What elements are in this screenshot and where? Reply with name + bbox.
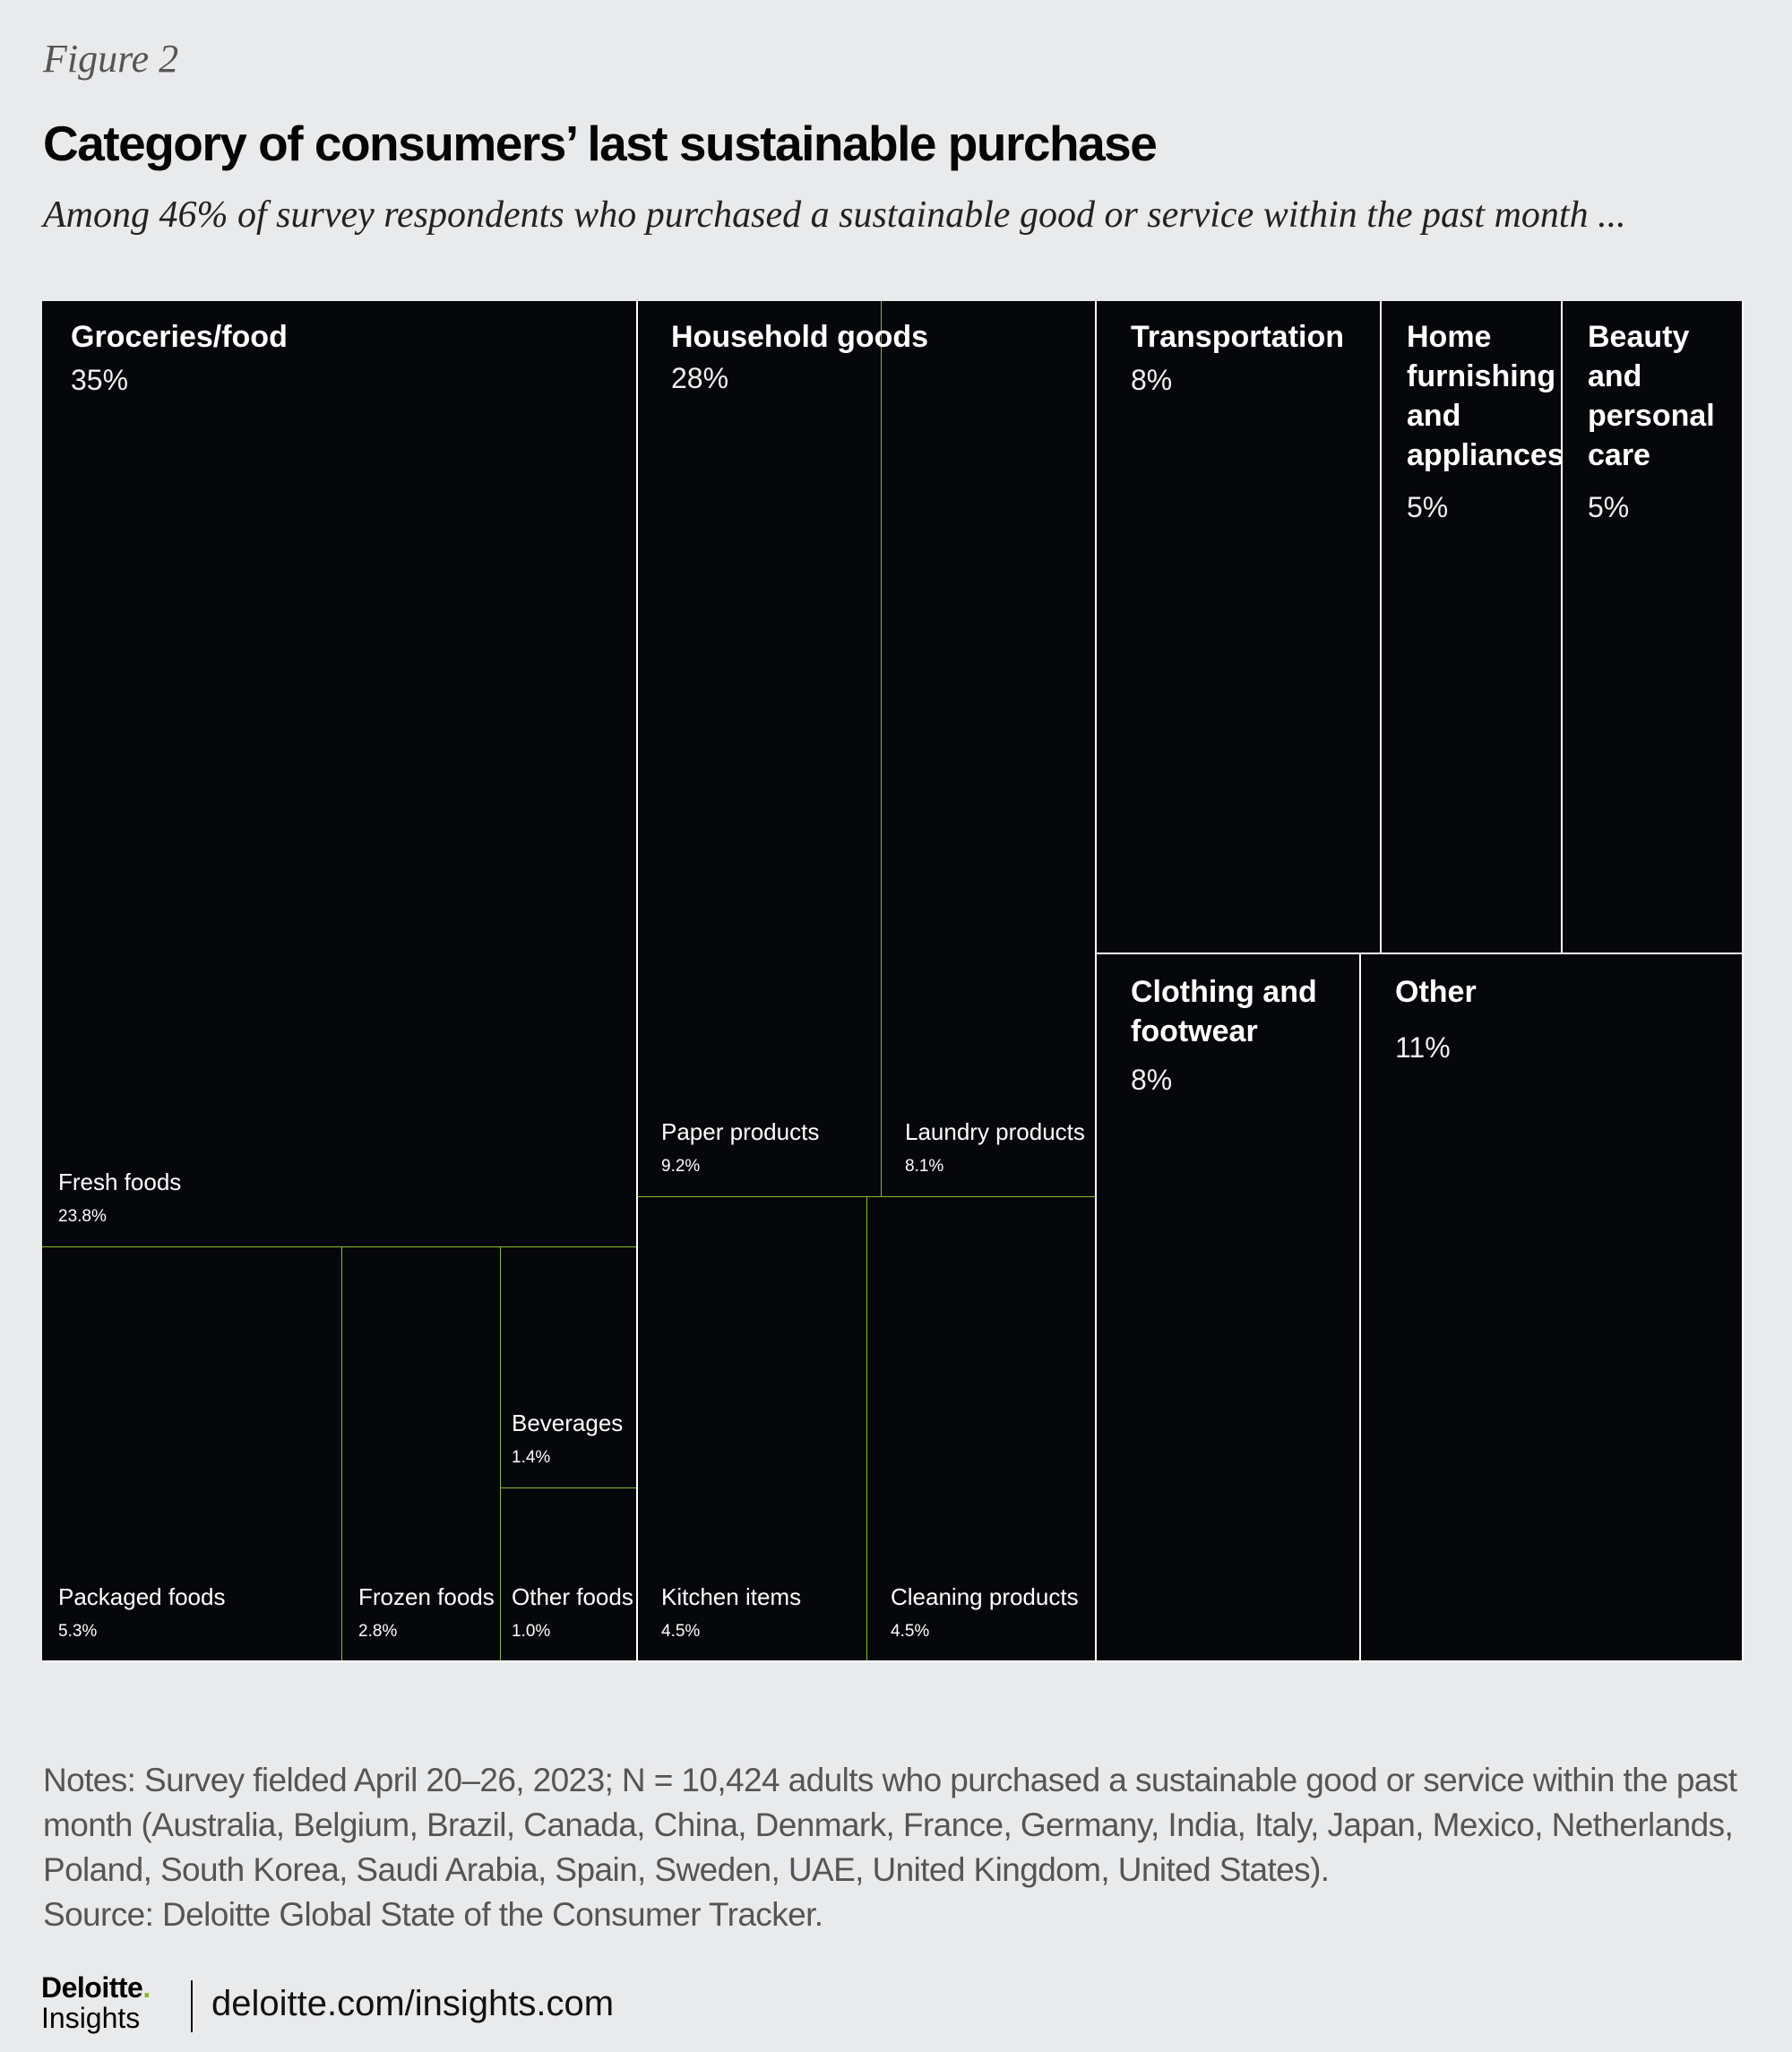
treemap-subcell-packaged-foods: Packaged foods 5.3% xyxy=(42,1247,342,1662)
sub-category-value: 1.4% xyxy=(512,1448,551,1467)
category-label: Clothing and footwear xyxy=(1131,975,1317,1048)
deloitte-logo: Deloitte. xyxy=(41,1971,151,2005)
sub-category-value: 4.5% xyxy=(661,1622,701,1641)
notes-line: month (Australia, Belgium, Brazil, Canad… xyxy=(43,1806,1734,1843)
sub-category-label: Kitchen items xyxy=(661,1583,802,1610)
treemap-subcell-cleaning-products: Cleaning products 4.5% xyxy=(867,1197,1097,1662)
sub-category-label: Fresh foods xyxy=(58,1168,182,1195)
category-value: 5% xyxy=(1588,491,1630,523)
treemap-cell-border xyxy=(1097,301,1382,954)
treemap-cell-beauty-and-personal-care: Beauty and personal care 5% xyxy=(1563,301,1744,954)
notes-line: Notes: Survey fielded April 20–26, 2023;… xyxy=(43,1762,1737,1798)
sub-category-label: Packaged foods xyxy=(58,1583,226,1610)
source-line: Source: Deloitte Global State of the Con… xyxy=(43,1896,823,1933)
sub-category-label: Cleaning products xyxy=(891,1583,1079,1610)
treemap-cell-border xyxy=(1097,954,1361,1662)
treemap-cell-groceries-food: Fresh foods 23.8% Packaged foods 5.3% Frozen… xyxy=(42,301,638,1662)
sub-category-value: 4.5% xyxy=(891,1622,930,1641)
chart-notes: Notes: Survey fielded April 20–26, 2023;… xyxy=(43,1758,1754,1937)
sub-category-label: Laundry products xyxy=(905,1118,1085,1145)
treemap-subcell-frozen-foods: Frozen foods 2.8% xyxy=(342,1247,501,1662)
sub-category-label: Beverages xyxy=(512,1410,624,1436)
category-label: Beauty and personal care xyxy=(1588,320,1715,472)
treemap-subcell-laundry-products: Laundry products 8.1% xyxy=(882,301,1097,1197)
sub-category-value: 9.2% xyxy=(661,1157,701,1176)
sub-category-value: 2.8% xyxy=(358,1622,398,1641)
footer-url[interactable]: deloitte.com/insights.com xyxy=(211,1984,615,2023)
treemap-subcell-other-foods: Other foods 1.0% xyxy=(501,1488,638,1662)
sub-category-label: Frozen foods xyxy=(358,1583,495,1610)
logo-text: Deloitte xyxy=(41,1971,143,2004)
sub-category-value: 1.0% xyxy=(512,1622,551,1641)
treemap: Fresh foods 23.8% Packaged foods 5.3% Frozen… xyxy=(42,301,1744,1662)
sub-category-label: Paper products xyxy=(661,1118,820,1145)
treemap-subcell-kitchen-items: Kitchen items 4.5% xyxy=(638,1197,867,1662)
treemap-cell-home-furnishing-and-appliances: Home furnishing and appliances 5% xyxy=(1382,301,1564,954)
treemap-subcell-fresh-foods: Fresh foods 23.8% xyxy=(42,301,638,1247)
treemap-subcell-beverages: Beverages 1.4% xyxy=(501,1247,638,1488)
sub-category-label: Other foods xyxy=(512,1583,633,1610)
category-label: Transportation xyxy=(1131,320,1345,354)
category-value: 28% xyxy=(671,362,729,394)
treemap-cell-other: Other 11% xyxy=(1361,954,1744,1662)
notes-line: Poland, South Korea, Saudi Arabia, Spain… xyxy=(43,1851,1330,1888)
chart-title: Category of consumers’ last sustainable … xyxy=(43,116,1158,171)
treemap-cell-transportation: Transportation 8% xyxy=(1097,301,1382,954)
category-value: 35% xyxy=(71,364,129,396)
category-value: 8% xyxy=(1131,1064,1173,1096)
figure-label: Figure 2 xyxy=(43,37,179,81)
sub-category-value: 5.3% xyxy=(58,1622,98,1641)
category-label: Other xyxy=(1395,975,1477,1009)
category-value: 11% xyxy=(1395,1031,1451,1064)
sub-category-value: 8.1% xyxy=(905,1157,944,1176)
footer-divider xyxy=(191,1980,193,2032)
category-label: Groceries/food xyxy=(71,320,288,354)
treemap-subcell-paper-products: Paper products 9.2% xyxy=(638,301,882,1197)
category-value: 8% xyxy=(1131,364,1173,396)
category-label: Household goods xyxy=(671,320,929,354)
insights-logo-text: Insights xyxy=(41,2002,141,2034)
category-value: 5% xyxy=(1407,491,1449,523)
logo-dot: . xyxy=(142,1971,151,2004)
treemap-cell-clothing-and-footwear: Clothing and footwear 8% xyxy=(1097,954,1361,1662)
category-label: Home furnishing and appliances xyxy=(1407,320,1564,472)
chart-subtitle: Among 46% of survey respondents who purc… xyxy=(43,194,1626,236)
sub-category-value: 23.8% xyxy=(58,1207,107,1226)
treemap-cell-household-goods: Paper products 9.2% Laundry products 8.1% Ki… xyxy=(638,301,1097,1662)
